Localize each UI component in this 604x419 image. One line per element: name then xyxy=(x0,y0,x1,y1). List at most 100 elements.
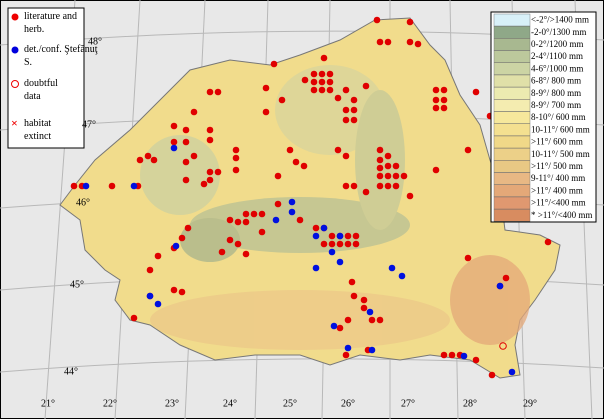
record-literature xyxy=(376,182,384,190)
record-literature xyxy=(348,278,356,286)
climate-label: 8-9°/ 700 mm xyxy=(531,100,581,110)
record-literature xyxy=(350,182,358,190)
species-legend: literature and herb. det./conf. Ştefănuţ S… xyxy=(7,7,98,149)
swatch xyxy=(493,196,531,210)
record-literature xyxy=(318,86,326,94)
record-literature xyxy=(226,216,234,224)
record-literature xyxy=(320,54,328,62)
climate-label: 8-10°/ 600 mm xyxy=(531,112,586,122)
swatch xyxy=(493,26,531,39)
climate-label: 4-6°/1000 mm xyxy=(531,63,583,73)
record-literature xyxy=(360,304,368,312)
record-literature xyxy=(342,116,350,124)
record-literature xyxy=(368,316,376,324)
record-literature xyxy=(464,146,472,154)
record-literature xyxy=(262,84,270,92)
legend-label: doubtful data xyxy=(24,78,58,102)
record-literature xyxy=(472,88,480,96)
record-literature xyxy=(318,70,326,78)
record-literature xyxy=(190,152,198,160)
record-literature xyxy=(296,216,304,224)
record-literature xyxy=(502,274,510,282)
record-literature xyxy=(310,70,318,78)
record-literature xyxy=(200,180,208,188)
record-literature xyxy=(342,351,350,359)
record-literature xyxy=(373,16,381,24)
record-confirmed xyxy=(172,242,180,250)
record-literature xyxy=(292,158,300,166)
record-literature xyxy=(278,96,286,104)
record-confirmed xyxy=(508,368,516,376)
record-literature xyxy=(344,240,352,248)
record-literature xyxy=(154,252,162,260)
record-literature xyxy=(206,126,214,134)
record-literature xyxy=(342,86,350,94)
longitude-label: 29° xyxy=(523,398,537,409)
record-literature xyxy=(144,152,152,160)
record-literature xyxy=(206,88,214,96)
record-literature xyxy=(488,371,496,379)
record-literature xyxy=(334,94,342,102)
record-literature xyxy=(232,154,240,162)
latitude-label: 45° xyxy=(70,279,84,290)
record-confirmed xyxy=(170,144,178,152)
record-literature xyxy=(218,248,226,256)
record-literature xyxy=(274,200,282,208)
longitude-label: 28° xyxy=(463,398,477,409)
record-literature xyxy=(108,182,116,190)
swatch xyxy=(493,38,531,51)
climate-label: 0-2°/1200 mm xyxy=(531,39,583,49)
record-confirmed xyxy=(288,208,296,216)
record-confirmed xyxy=(388,264,396,272)
record-doubtful xyxy=(499,342,507,350)
latitude-label: 47° xyxy=(82,119,96,130)
record-literature xyxy=(206,136,214,144)
record-literature xyxy=(300,162,308,170)
swatch xyxy=(493,13,531,27)
record-literature xyxy=(130,314,138,322)
record-literature xyxy=(232,146,240,154)
latitude-label: 48° xyxy=(88,36,102,47)
record-confirmed xyxy=(496,282,504,290)
climate-label: 2-4°/1100 mm xyxy=(531,51,583,61)
record-confirmed xyxy=(336,258,344,266)
record-literature xyxy=(392,172,400,180)
record-literature xyxy=(414,40,422,48)
record-literature xyxy=(406,38,414,46)
record-literature xyxy=(472,356,480,364)
record-literature xyxy=(334,146,342,154)
record-literature xyxy=(336,240,344,248)
record-literature xyxy=(448,351,456,359)
record-literature xyxy=(262,108,270,116)
record-confirmed xyxy=(398,272,406,280)
swatch xyxy=(493,172,531,185)
record-literature xyxy=(440,351,448,359)
record-literature xyxy=(206,176,214,184)
record-literature xyxy=(384,162,392,170)
swatch xyxy=(493,147,531,161)
longitude-label: 27° xyxy=(401,398,415,409)
record-literature xyxy=(406,18,414,26)
record-literature xyxy=(234,218,242,226)
record-literature xyxy=(274,172,282,180)
record-literature xyxy=(258,228,266,236)
record-literature xyxy=(352,232,360,240)
record-literature xyxy=(310,78,318,86)
record-literature xyxy=(464,254,472,262)
record-literature xyxy=(226,236,234,244)
record-confirmed xyxy=(460,352,468,360)
record-literature xyxy=(328,232,336,240)
swatch xyxy=(493,160,531,173)
record-literature xyxy=(242,218,250,226)
record-literature xyxy=(206,168,214,176)
record-literature xyxy=(392,162,400,170)
record-literature xyxy=(250,210,258,218)
longitude-label: 23° xyxy=(165,398,179,409)
record-literature xyxy=(326,86,334,94)
record-literature xyxy=(178,234,186,242)
record-confirmed xyxy=(130,182,138,190)
record-literature xyxy=(350,106,358,114)
record-literature xyxy=(214,168,222,176)
climate-label: 10-11°/ 600 mm xyxy=(531,124,590,134)
